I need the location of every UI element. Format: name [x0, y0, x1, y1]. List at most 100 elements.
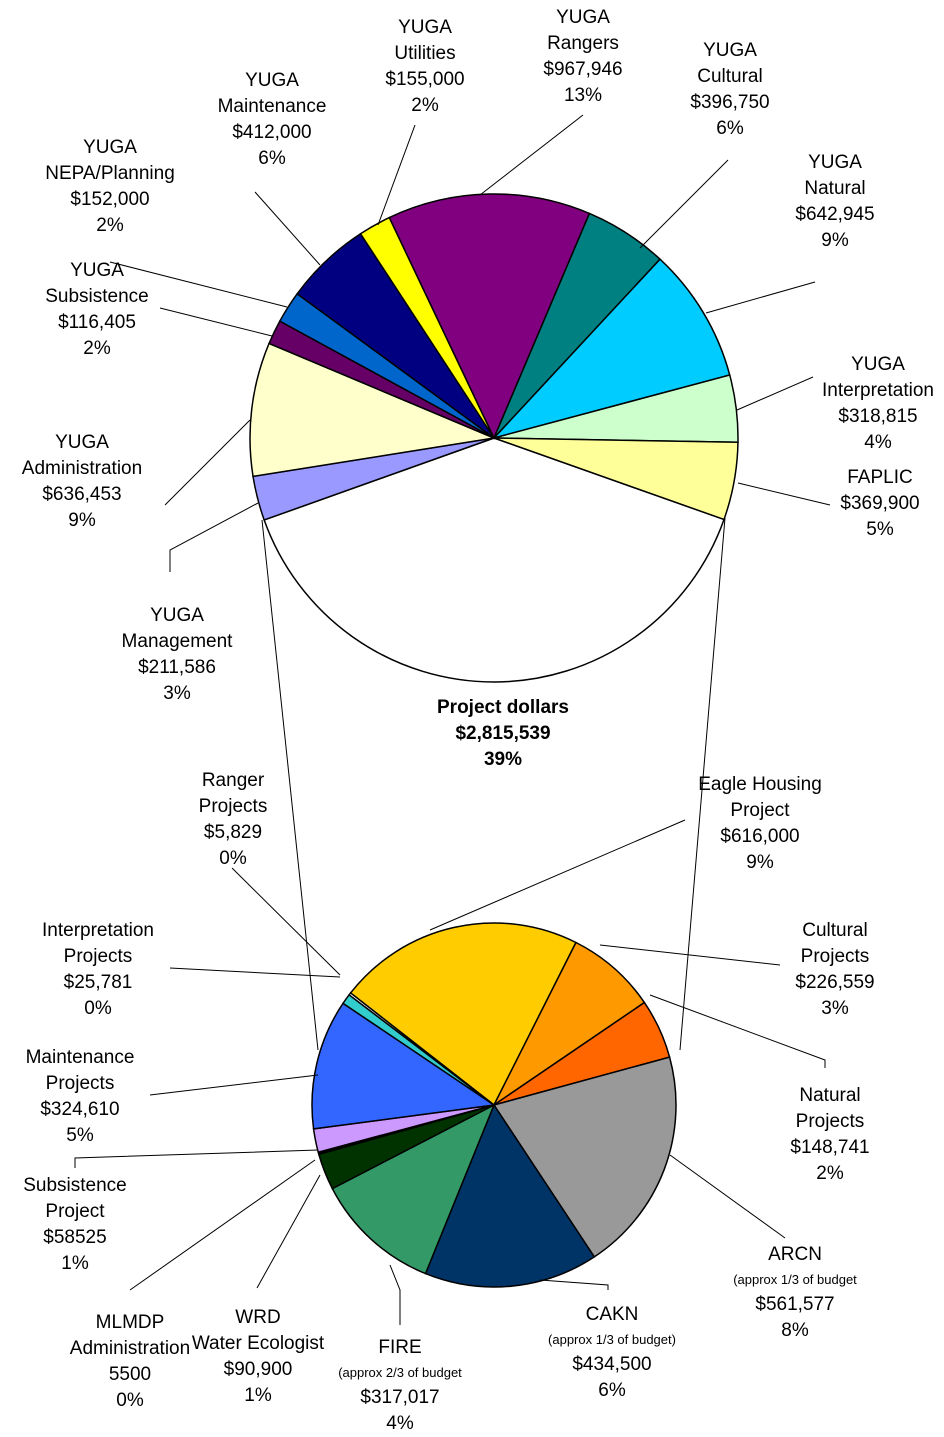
slice-name: CAKN — [585, 1304, 639, 1325]
slice-name: YUGA Natural — [804, 152, 866, 199]
leader-line — [169, 967, 341, 978]
leader-line — [737, 482, 831, 506]
slice-name: YUGA Management — [121, 605, 233, 652]
slice-name: WRD Water Ecologist — [191, 1307, 325, 1354]
leader-line — [669, 1154, 786, 1239]
slice-value: $211,586 — [138, 657, 216, 678]
slice-note: (approx 2/3 of budget — [338, 1365, 462, 1380]
slice-name: Subsistence Project — [23, 1175, 127, 1222]
slice-name: YUGA Utilities — [394, 17, 456, 64]
slice-value: $116,405 — [58, 312, 136, 333]
slice-name: FIRE — [378, 1337, 422, 1358]
slice-percent: 4% — [864, 432, 892, 453]
slice-label: YUGA Interpretation $318,815 4% — [822, 352, 934, 456]
slice-percent: 4% — [386, 1413, 414, 1434]
pie-slice — [493, 437, 739, 521]
slice-name: YUGA Maintenance — [217, 70, 327, 117]
slice-name: Maintenance Projects — [25, 1047, 135, 1094]
slice-value: $636,453 — [42, 484, 122, 505]
pie-slice — [388, 193, 591, 440]
slice-label: WRD Water Ecologist $90,900 1% — [192, 1305, 324, 1409]
slice-label: Project dollars $2,815,539 39% — [437, 695, 569, 773]
slice-value: $317,017 — [360, 1387, 440, 1408]
leader-line — [109, 261, 288, 308]
leader-line — [149, 1074, 319, 1096]
slice-label: Cultural Projects $226,559 3% — [795, 918, 874, 1022]
slice-label: YUGA Subsistence $116,405 2% — [45, 258, 149, 362]
slice-percent: 9% — [68, 510, 96, 531]
slice-percent: 2% — [411, 95, 439, 116]
slice-name: Ranger Projects — [198, 770, 268, 817]
slice-value: $25,781 — [63, 972, 133, 993]
slice-note: (approx 1/3 of budget) — [548, 1332, 676, 1347]
slice-percent: 3% — [163, 683, 191, 704]
pie-slice — [492, 1056, 677, 1258]
slice-name: YUGA Interpretation — [822, 354, 934, 401]
pie-slice — [331, 1103, 496, 1275]
slice-name: ARCN — [768, 1244, 822, 1265]
slice-percent: 2% — [83, 338, 111, 359]
slice-label: CAKN (approx 1/3 of budget) $434,500 6% — [548, 1302, 676, 1404]
slice-name: Project dollars — [437, 697, 569, 718]
slice-name: Interpretation Projects — [42, 920, 154, 967]
slice-percent: 6% — [258, 148, 286, 169]
leader-line — [159, 307, 273, 337]
slice-value: $396,750 — [690, 92, 770, 113]
pie-slice — [424, 1103, 596, 1288]
leader-line — [254, 191, 321, 266]
slice-name: Natural Projects — [795, 1085, 865, 1132]
slice-name: FAPLIC — [847, 467, 913, 488]
pie-slice — [492, 941, 646, 1108]
slice-label: FIRE (approx 2/3 of budget $317,017 4% — [338, 1335, 462, 1437]
slice-percent: 5% — [866, 519, 894, 540]
leader-line — [479, 114, 584, 196]
slice-percent: 8% — [781, 1320, 809, 1341]
slice-percent: 5% — [66, 1125, 94, 1146]
slice-label: YUGA Cultural $396,750 6% — [690, 38, 769, 142]
slice-value: $155,000 — [385, 69, 465, 90]
slice-name: MLMDP Administration — [69, 1312, 191, 1359]
slice-name: YUGA Administration — [21, 432, 143, 479]
slice-value: $616,000 — [720, 826, 800, 847]
slice-name: Eagle Housing Project — [698, 774, 822, 821]
slice-name: YUGA NEPA/Planning — [45, 137, 175, 184]
slice-label: YUGA Utilities $155,000 2% — [385, 15, 464, 119]
slice-percent: 9% — [746, 852, 774, 873]
slice-value: $2,815,539 — [455, 723, 551, 744]
slice-value: $967,946 — [543, 59, 623, 80]
slice-label: YUGA Rangers $967,946 13% — [543, 5, 622, 109]
leader-line — [429, 819, 686, 931]
leader-line — [639, 159, 729, 249]
slice-name: YUGA Cultural — [697, 40, 763, 87]
slice-label: Interpretation Projects $25,781 0% — [42, 918, 154, 1022]
slice-percent: 2% — [96, 215, 124, 236]
slice-label: YUGA Management $211,586 3% — [122, 603, 233, 707]
slice-percent: 1% — [61, 1253, 89, 1274]
slice-percent: 0% — [84, 998, 112, 1019]
leader-line — [256, 1174, 321, 1289]
leader-line — [389, 1264, 401, 1325]
pie-slice — [249, 342, 497, 478]
slice-value: $561,577 — [755, 1294, 835, 1315]
slice-label: ARCN (approx 1/3 of budget $561,577 8% — [733, 1242, 857, 1344]
slice-value: $412,000 — [232, 122, 312, 143]
slice-value: $5,829 — [203, 822, 263, 843]
slice-percent: 0% — [116, 1390, 144, 1411]
pie-slice — [491, 258, 731, 440]
slice-percent: 1% — [244, 1385, 272, 1406]
leader-line — [129, 1159, 316, 1291]
slice-label: YUGA Natural $642,945 9% — [795, 150, 874, 254]
slice-label: Maintenance Projects $324,610 5% — [26, 1045, 135, 1149]
slice-value: $226,559 — [795, 972, 875, 993]
slice-note: (approx 1/3 of budget — [733, 1272, 857, 1287]
slice-value: $58525 — [43, 1227, 107, 1248]
leader-line — [705, 281, 816, 314]
leader-line — [74, 1149, 319, 1168]
connector-line — [679, 517, 726, 1051]
slice-label: YUGA Administration $636,453 9% — [22, 430, 142, 534]
leader-line — [649, 994, 826, 1068]
slice-label: Ranger Projects $5,829 0% — [199, 768, 268, 872]
pie-slice — [263, 437, 725, 683]
